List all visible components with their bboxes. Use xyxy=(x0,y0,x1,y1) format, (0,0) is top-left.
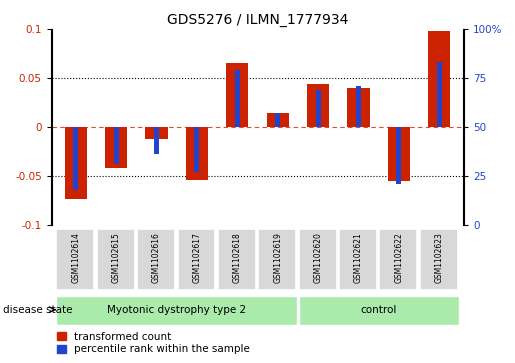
FancyBboxPatch shape xyxy=(178,229,215,290)
Bar xyxy=(235,70,239,127)
FancyBboxPatch shape xyxy=(97,229,135,290)
Bar xyxy=(145,127,167,139)
Bar xyxy=(186,127,208,180)
FancyBboxPatch shape xyxy=(420,229,458,290)
Bar xyxy=(64,127,87,199)
Bar xyxy=(195,127,199,172)
FancyBboxPatch shape xyxy=(218,229,256,290)
FancyBboxPatch shape xyxy=(339,229,377,290)
Text: Myotonic dystrophy type 2: Myotonic dystrophy type 2 xyxy=(107,305,246,315)
FancyBboxPatch shape xyxy=(137,229,175,290)
FancyBboxPatch shape xyxy=(299,295,459,325)
FancyBboxPatch shape xyxy=(56,229,94,290)
Bar xyxy=(114,127,118,164)
Text: GSM1102616: GSM1102616 xyxy=(152,232,161,283)
Bar xyxy=(267,113,289,127)
Text: GSM1102622: GSM1102622 xyxy=(394,232,403,282)
Text: GSM1102620: GSM1102620 xyxy=(314,232,322,283)
Text: GSM1102615: GSM1102615 xyxy=(112,232,121,283)
Bar xyxy=(307,84,329,127)
Bar xyxy=(348,88,370,127)
Text: disease state: disease state xyxy=(3,305,72,315)
Bar xyxy=(356,86,361,127)
Bar xyxy=(276,113,280,127)
Legend: transformed count, percentile rank within the sample: transformed count, percentile rank withi… xyxy=(57,332,250,354)
FancyBboxPatch shape xyxy=(259,229,296,290)
Text: GSM1102617: GSM1102617 xyxy=(193,232,201,283)
Text: GSM1102619: GSM1102619 xyxy=(273,232,282,283)
Bar xyxy=(428,31,451,127)
Bar xyxy=(437,62,442,127)
Text: GSM1102621: GSM1102621 xyxy=(354,232,363,282)
Bar xyxy=(154,127,159,155)
Bar xyxy=(388,127,410,181)
FancyBboxPatch shape xyxy=(56,295,297,325)
Title: GDS5276 / ILMN_1777934: GDS5276 / ILMN_1777934 xyxy=(167,13,348,26)
Bar xyxy=(73,127,78,190)
Bar xyxy=(105,127,127,168)
FancyBboxPatch shape xyxy=(299,229,337,290)
Text: control: control xyxy=(360,305,397,315)
Text: GSM1102614: GSM1102614 xyxy=(71,232,80,283)
Bar xyxy=(316,90,320,127)
FancyBboxPatch shape xyxy=(380,229,418,290)
Text: GSM1102623: GSM1102623 xyxy=(435,232,444,283)
Bar xyxy=(397,127,401,184)
Bar xyxy=(226,63,248,127)
Text: GSM1102618: GSM1102618 xyxy=(233,232,242,282)
